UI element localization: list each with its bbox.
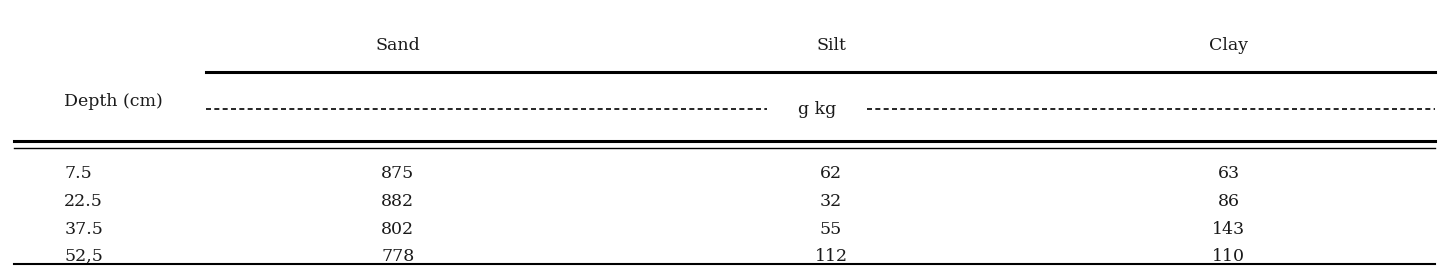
- Text: 86: 86: [1217, 193, 1239, 210]
- Text: 55: 55: [820, 221, 842, 238]
- Text: g kg: g kg: [798, 101, 836, 118]
- Text: 52,5: 52,5: [64, 248, 103, 265]
- Text: 143: 143: [1211, 221, 1245, 238]
- Text: Silt: Silt: [816, 37, 846, 54]
- Text: 37.5: 37.5: [64, 221, 103, 238]
- Text: 778: 778: [381, 248, 414, 265]
- Text: Sand: Sand: [375, 37, 420, 54]
- Text: 63: 63: [1217, 165, 1240, 182]
- Text: 22.5: 22.5: [64, 193, 103, 210]
- Text: 875: 875: [381, 165, 414, 182]
- Text: 62: 62: [820, 165, 842, 182]
- Text: 112: 112: [814, 248, 848, 265]
- Text: Depth (cm): Depth (cm): [64, 93, 162, 110]
- Text: 110: 110: [1213, 248, 1245, 265]
- Text: 32: 32: [820, 193, 842, 210]
- Text: 882: 882: [381, 193, 414, 210]
- Text: Clay: Clay: [1208, 37, 1248, 54]
- Text: 802: 802: [381, 221, 414, 238]
- Text: 7.5: 7.5: [64, 165, 91, 182]
